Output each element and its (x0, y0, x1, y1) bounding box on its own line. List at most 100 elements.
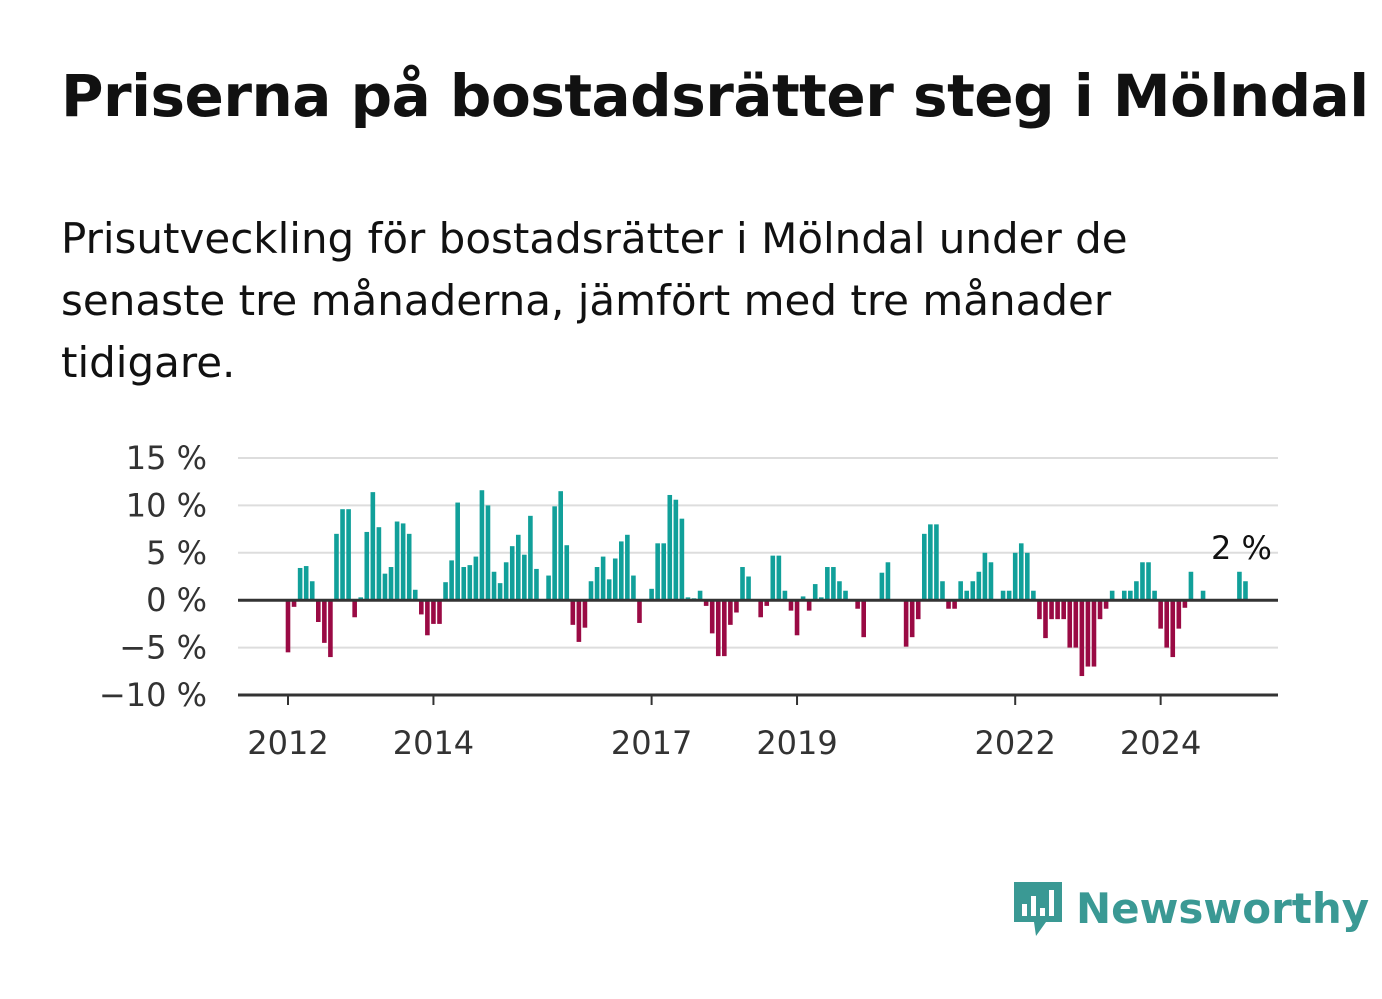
tick-labels: 15 % 10 % 5 % 0 % −5 % −10 % 2012 2014 2017 2019 2… (99, 439, 1272, 762)
newsworthy-logo-icon (1014, 882, 1062, 936)
axes (238, 598, 1278, 705)
bar (461, 567, 467, 601)
bar (406, 533, 412, 601)
bar (594, 567, 600, 601)
bar (552, 506, 557, 601)
bar (576, 600, 582, 642)
bar (831, 567, 836, 601)
bar (922, 533, 927, 601)
bar (522, 554, 527, 601)
bar (515, 534, 521, 601)
bar (667, 494, 673, 601)
bar (982, 552, 988, 601)
bar (1170, 600, 1176, 658)
bar (473, 556, 479, 601)
bar (291, 600, 297, 607)
bar (328, 600, 333, 658)
x-tick-label: 2014 (393, 724, 474, 762)
bar (437, 600, 442, 624)
bar (722, 600, 727, 657)
bar-series (285, 490, 1248, 677)
bar (352, 600, 357, 618)
bar (1055, 600, 1060, 620)
bar (958, 581, 963, 601)
bar (612, 558, 618, 601)
bar (758, 600, 763, 618)
bar (546, 575, 551, 601)
bar (503, 562, 509, 601)
bar (1128, 590, 1133, 601)
bar (988, 562, 994, 601)
bar (1237, 571, 1242, 601)
bar (449, 560, 454, 601)
bar (679, 518, 685, 601)
bar (467, 565, 473, 601)
x-tick-label: 2024 (1120, 724, 1201, 762)
bar (776, 555, 782, 601)
bar (528, 515, 533, 601)
bar (709, 600, 715, 634)
chart-subtitle: Prisutveckling för bostadsrätter i Mölnd… (61, 214, 1128, 387)
bar (431, 600, 436, 624)
bar (1152, 590, 1157, 601)
bar (1121, 590, 1127, 601)
bar (1018, 543, 1024, 601)
bar (661, 543, 667, 601)
bar (1000, 590, 1006, 601)
newsworthy-logo: Newsworthy (1010, 878, 1369, 938)
bar (1006, 590, 1012, 601)
bar (1012, 552, 1018, 601)
bar (582, 600, 588, 628)
bar (455, 502, 460, 601)
bar (600, 556, 606, 601)
bar (909, 600, 915, 638)
bar (649, 588, 654, 601)
bar (394, 521, 400, 601)
bar (322, 600, 327, 643)
bar (1140, 562, 1145, 601)
bar (1025, 552, 1030, 601)
bar (606, 579, 612, 601)
bar (570, 600, 576, 625)
bar (1049, 600, 1054, 620)
bar (952, 600, 957, 609)
bar (497, 583, 503, 601)
bar (485, 505, 491, 601)
bar (491, 571, 497, 601)
bar (855, 600, 860, 609)
bar (740, 567, 745, 601)
bar (825, 567, 830, 601)
bar (534, 568, 539, 601)
bar (1079, 600, 1085, 677)
bar (764, 600, 770, 606)
bar (285, 600, 291, 653)
bar (400, 523, 406, 601)
bar (746, 576, 751, 601)
bar (885, 562, 891, 601)
bar (316, 600, 321, 622)
bar (1243, 581, 1248, 601)
bar (697, 590, 703, 601)
bar (1043, 600, 1048, 639)
bar (1061, 600, 1066, 620)
bar (1091, 600, 1097, 667)
bar (309, 581, 315, 601)
x-tick-label: 2012 (247, 724, 328, 762)
bar (782, 590, 788, 601)
bar (1200, 590, 1206, 601)
bar (1067, 600, 1073, 648)
x-tick-label: 2022 (974, 724, 1055, 762)
bar (382, 573, 388, 601)
bar (303, 566, 309, 601)
bar (976, 571, 982, 601)
bar (619, 541, 624, 601)
bar (558, 491, 563, 601)
bar (903, 600, 909, 647)
bar (419, 600, 424, 615)
bar (625, 534, 630, 601)
bar (509, 546, 515, 601)
grid-lines (238, 457, 1278, 649)
chart-title: Priserna på bostadsrätter steg i Mölndal (61, 62, 1369, 130)
bar (964, 590, 970, 601)
bar (631, 575, 636, 601)
